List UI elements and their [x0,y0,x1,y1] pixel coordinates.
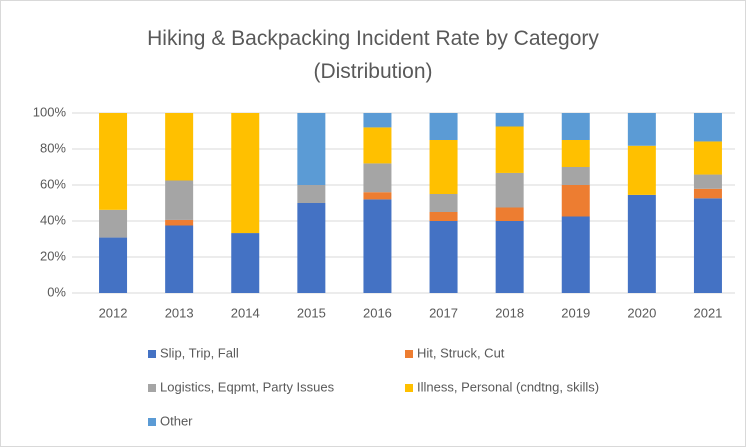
legend-label: Slip, Trip, Fall [160,345,239,360]
bar-segment [363,163,392,193]
bar-segment [693,174,722,189]
chart-title: Hiking & Backpacking Incident Rate by Ca… [147,27,599,83]
legend-swatch [148,384,156,392]
x-tick-label: 2019 [561,305,590,320]
legend-label: Other [160,413,193,428]
bar-segment [693,113,722,142]
bar-segment [627,145,656,195]
bar-segment [495,126,524,173]
bar-segment [561,185,590,217]
bar-segment [231,113,260,234]
bar-segment [627,113,656,146]
bar-segment [693,198,722,293]
bar-segment [561,216,590,293]
x-tick-label: 2013 [165,305,194,320]
bar-segment [297,185,326,203]
bar-segment [627,194,656,293]
bar-segment [99,237,128,293]
bar-segment [363,199,392,293]
x-tick-label: 2016 [363,305,392,320]
y-tick-label: 60% [40,176,66,191]
x-tick-label: 2014 [231,305,260,320]
bar-segment [561,113,590,140]
bar-segment [495,172,524,208]
y-tick-label: 20% [40,248,66,263]
bar-segment [165,180,194,220]
bar-segment [561,140,590,167]
legend-swatch [405,384,413,392]
x-tick-label: 2017 [429,305,458,320]
bar-segment [231,233,260,293]
y-tick-label: 0% [47,284,66,299]
y-tick-label: 80% [40,140,66,155]
x-tick-label: 2015 [297,305,326,320]
x-tick-label: 2018 [495,305,524,320]
bar-segment [495,207,524,221]
bar-segment [165,219,194,226]
bar-segment [429,194,458,212]
bar-segment [363,113,392,128]
legend-label: Hit, Struck, Cut [417,345,505,360]
bar-segment [495,221,524,293]
bar-segment [495,113,524,127]
legend-swatch [148,350,156,358]
bar-segment [429,140,458,194]
bar-segment [363,192,392,200]
bar-segment [165,225,194,293]
y-tick-label: 100% [33,104,67,119]
bar-segment [99,113,128,210]
bar-segment [297,113,326,185]
bar-segment [693,188,722,199]
x-tick-label: 2012 [99,305,128,320]
bar-segment [429,221,458,293]
legend-label: Logistics, Eqpmt, Party Issues [160,379,335,394]
legend-label: Illness, Personal (cndtng, skills) [417,379,599,394]
bar-segment [429,212,458,221]
bar-segment [429,113,458,140]
x-tick-label: 2021 [693,305,722,320]
bar-segment [561,167,590,185]
bar-segment [363,127,392,164]
bar-segment [165,113,194,181]
bar-segment [99,209,128,238]
y-tick-label: 40% [40,212,66,227]
legend-swatch [148,418,156,426]
bar-segment [693,141,722,175]
legend-swatch [405,350,413,358]
x-tick-label: 2020 [627,305,656,320]
bar-segment [297,203,326,293]
